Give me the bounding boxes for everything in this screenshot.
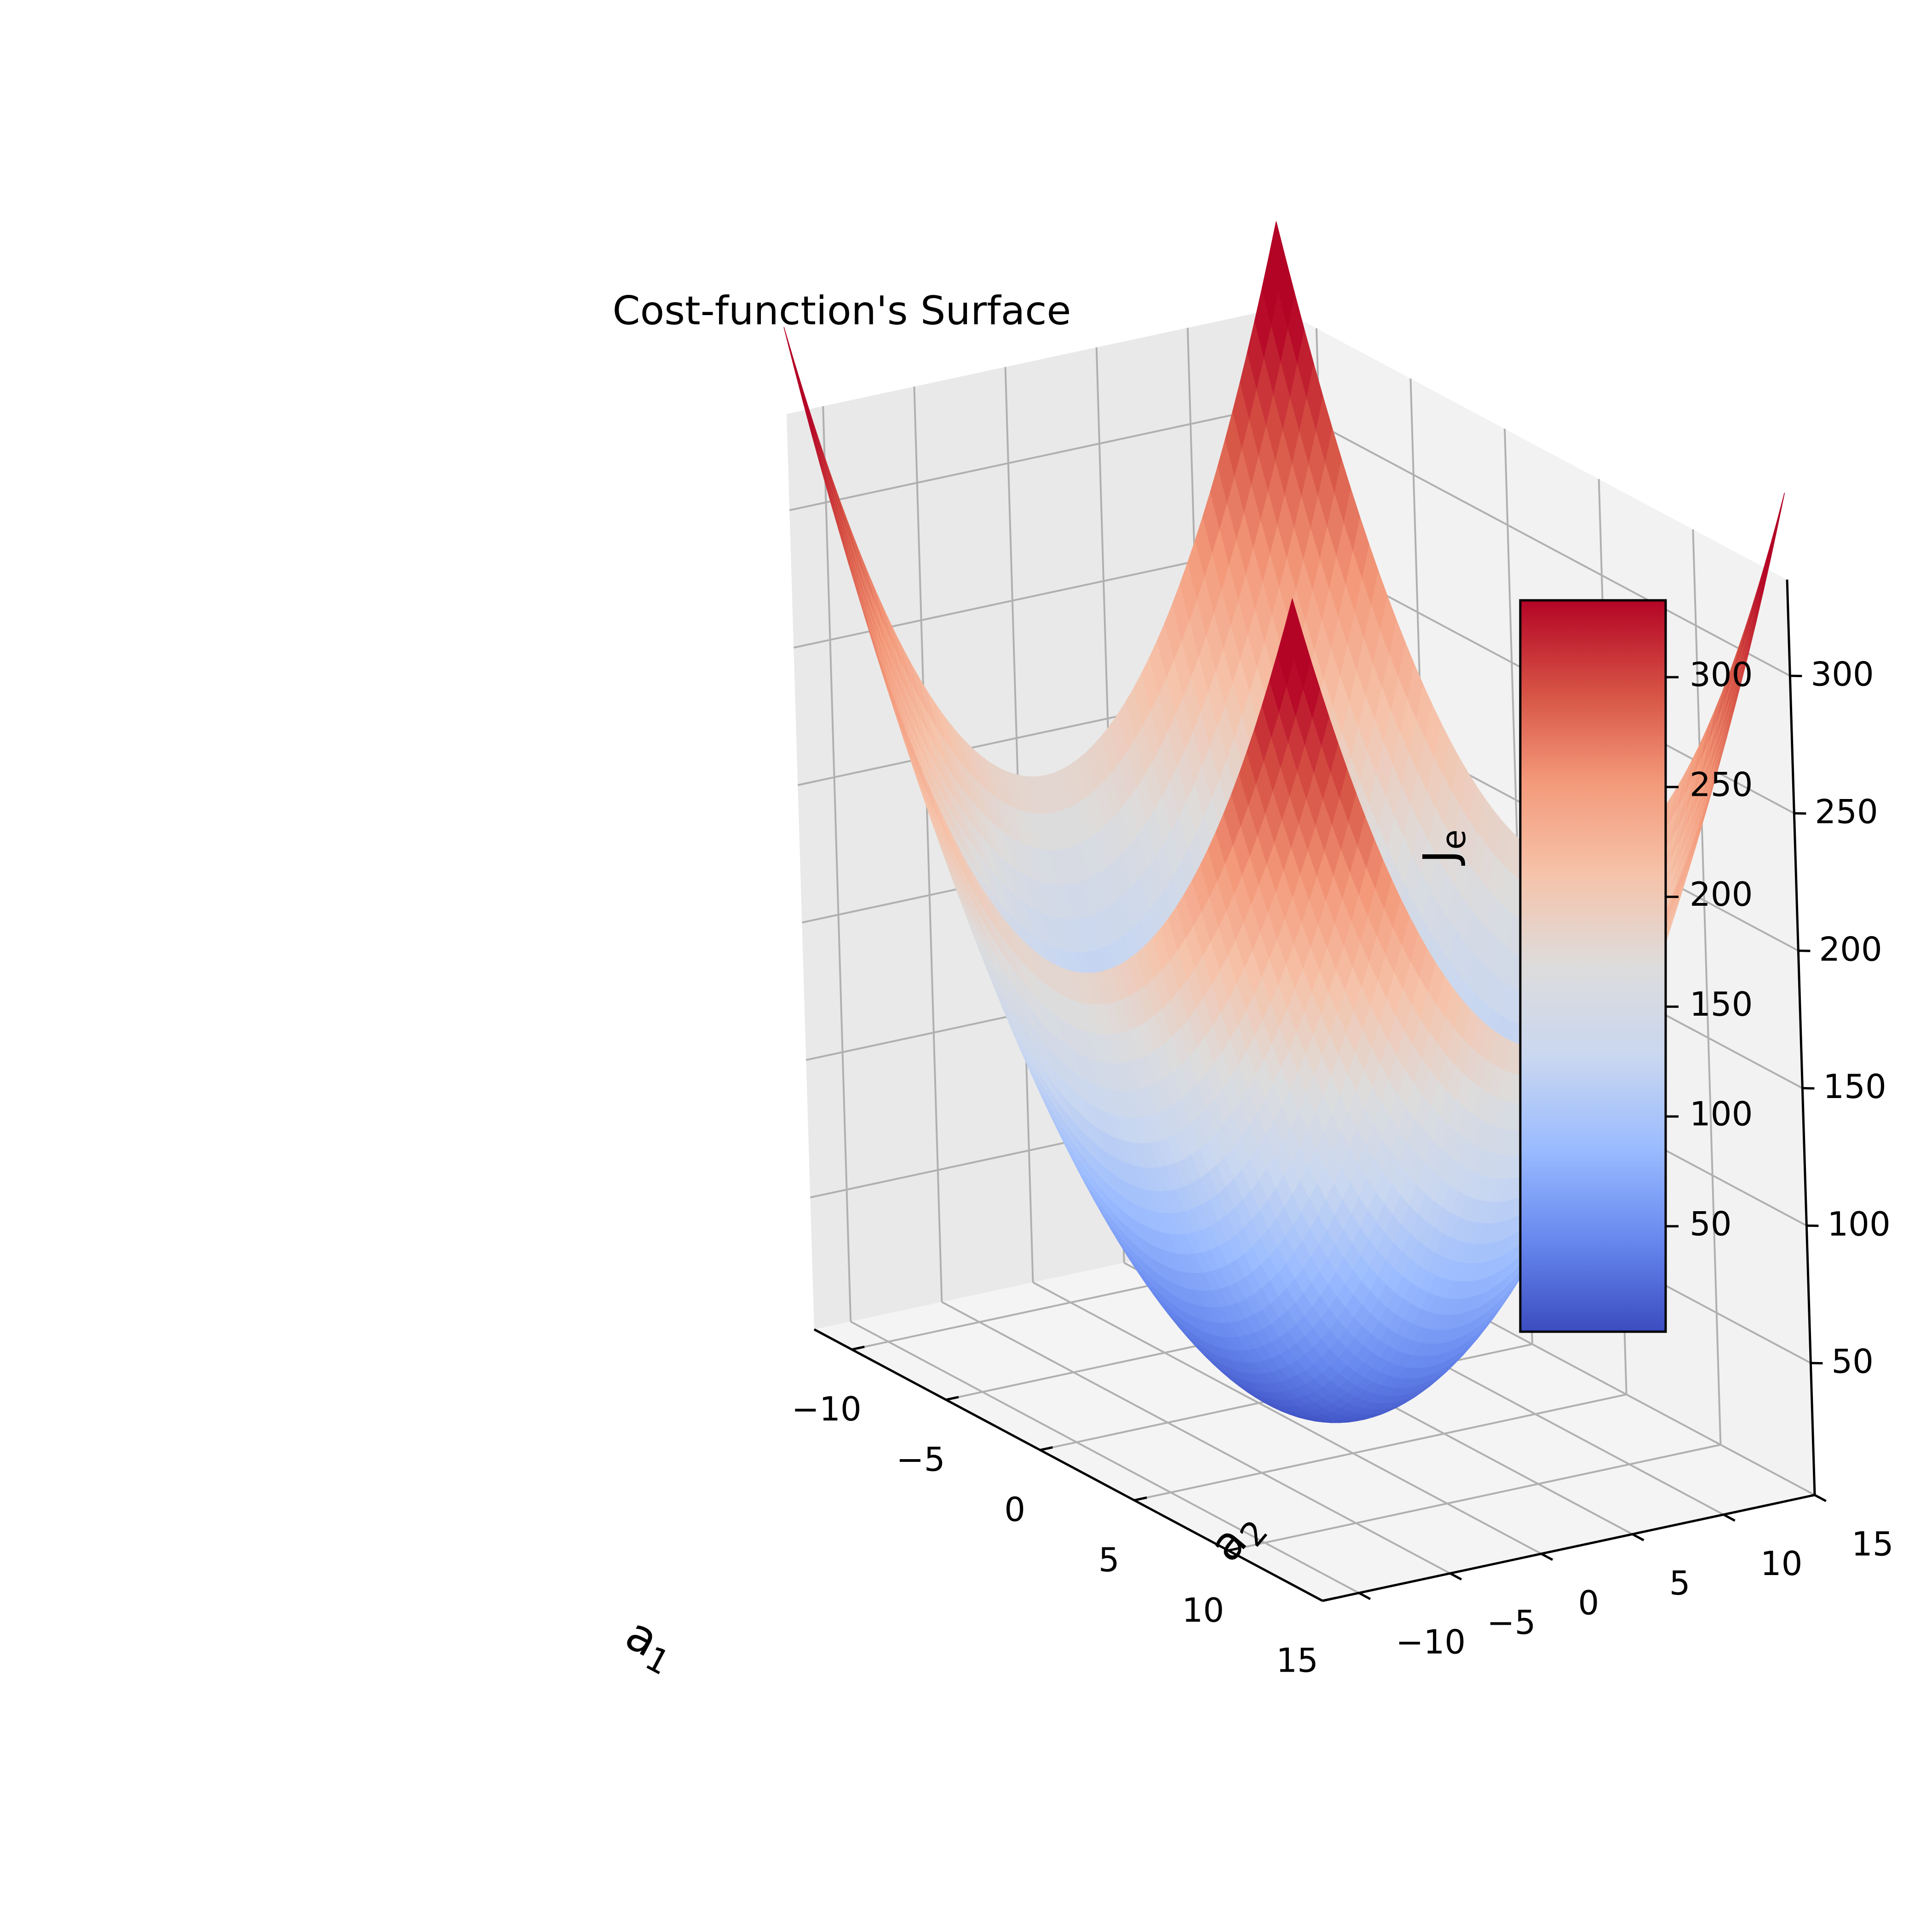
- chart-title: Cost-function's Surface: [613, 288, 1071, 334]
- colorbar-tick-label: 200: [1690, 875, 1753, 914]
- x-tick-mark: [1134, 1496, 1147, 1501]
- grid-line-z-side: [789, 403, 1282, 512]
- z-tick-label: 250: [1815, 792, 1878, 831]
- x-tick-label: 15: [1276, 1641, 1318, 1680]
- x-tick-mark: [1040, 1446, 1053, 1451]
- y-tick-mark: [1814, 1494, 1827, 1502]
- grid-line-y-side: [913, 386, 943, 1302]
- x-axis-label: a1: [614, 1607, 686, 1683]
- x-tick-mark: [1228, 1547, 1242, 1552]
- colorbar-tick-label: 100: [1690, 1095, 1753, 1133]
- colorbar: 50 100 150 200 250 300: [1519, 599, 1753, 1333]
- grid-line-x-back: [1692, 529, 1722, 1445]
- colorbar-tick-label: 250: [1690, 765, 1753, 804]
- grid-line-x-floor: [1134, 1393, 1627, 1501]
- x-tick-mark: [1322, 1597, 1335, 1602]
- y-tick-label: 15: [1852, 1525, 1894, 1564]
- grid-line-y-floor: [941, 1301, 1451, 1575]
- z-axis-label: Je: [1413, 829, 1473, 866]
- x-tick-label: 5: [1098, 1541, 1120, 1579]
- colorbar-tick-label: 50: [1690, 1204, 1732, 1243]
- grid-line-y-floor: [1032, 1282, 1542, 1555]
- z-axis-label-base: J: [1413, 850, 1467, 866]
- y-tick-mark: [1358, 1592, 1371, 1600]
- y-tick-label: −5: [1487, 1603, 1535, 1642]
- x-tick-label: 0: [1004, 1490, 1025, 1529]
- x-tick-label: 10: [1182, 1591, 1225, 1629]
- y-tick-label: −10: [1396, 1622, 1466, 1661]
- grid-line-z-back: [1281, 403, 1791, 677]
- x-tick-label: −10: [792, 1390, 862, 1428]
- grid-line-y-side: [822, 406, 852, 1322]
- z-tick-label: 150: [1823, 1067, 1886, 1106]
- colorbar-ticks: 50 100 150 200 250 300: [1666, 656, 1753, 1243]
- y-tick-label: 5: [1669, 1564, 1690, 1603]
- colorbar-tick-label: 300: [1690, 656, 1753, 694]
- tick-labels: −10 −5 0 5 10 15 −10 −5 0 5 10 15 50 100 150 200 250 300: [792, 655, 1894, 1680]
- z-tick-mark: [1794, 812, 1806, 815]
- x-tick-mark: [851, 1346, 865, 1351]
- z-tick-label: 100: [1827, 1205, 1890, 1243]
- y-tick-mark: [1723, 1513, 1736, 1522]
- y-tick-mark: [1632, 1533, 1644, 1541]
- y-axis-line: [1322, 1494, 1815, 1602]
- x-tick-label: −5: [896, 1440, 945, 1478]
- grid-line-x-floor: [1228, 1443, 1721, 1552]
- z-tick-label: 300: [1811, 655, 1874, 694]
- axis-lines: [813, 579, 1816, 1602]
- z-tick-mark: [1802, 1087, 1815, 1090]
- x-axis-line: [813, 1328, 1323, 1602]
- z-tick-label: 200: [1819, 930, 1882, 968]
- z-axis-label-subscript: e: [1434, 829, 1473, 850]
- y-tick-label: 10: [1760, 1544, 1803, 1583]
- colorbar-tick-label: 150: [1690, 985, 1753, 1024]
- z-tick-mark: [1806, 1224, 1819, 1227]
- x-tick-mark: [945, 1396, 959, 1401]
- y-tick-mark: [1541, 1552, 1553, 1561]
- grid-line-y-floor: [850, 1321, 1360, 1594]
- z-tick-label: 50: [1831, 1342, 1874, 1381]
- y-tick-mark: [1449, 1572, 1462, 1581]
- y-tick-label: 0: [1578, 1583, 1599, 1622]
- z-axis-line: [1786, 579, 1816, 1495]
- colorbar-rect: [1519, 599, 1667, 1333]
- surface-patch: [1284, 598, 1302, 659]
